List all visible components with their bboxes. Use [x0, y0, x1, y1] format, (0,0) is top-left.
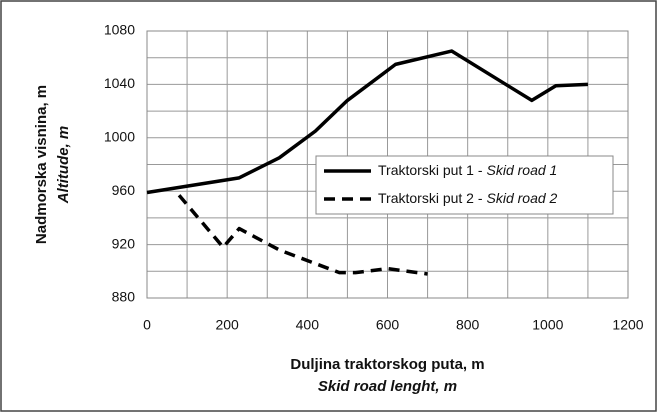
- x-tick-label: 1200: [612, 317, 643, 333]
- line-series: [146, 49, 588, 195]
- x-tick-label: 200: [215, 317, 239, 333]
- legend-name: Traktorski put 2 -: [378, 190, 483, 206]
- line-series: [177, 194, 428, 276]
- legend-name-italic: Skid road 2: [487, 190, 558, 206]
- x-tick-label: 400: [296, 317, 320, 333]
- x-axis-label: Duljina traktorskog puta, m: [290, 356, 484, 373]
- x-tick-label: 800: [456, 317, 480, 333]
- x-tick-label: 1000: [532, 317, 563, 333]
- legend-label: Traktorski put 1 - Skid road 1: [378, 162, 557, 178]
- legend-name: Traktorski put 1 -: [378, 162, 483, 178]
- legend-label: Traktorski put 2 - Skid road 2: [378, 190, 558, 206]
- x-tick-label: 0: [143, 317, 151, 333]
- y-tick-label: 880: [112, 289, 136, 305]
- legend-name-italic: Skid road 1: [487, 162, 558, 178]
- y-tick-label: 920: [112, 235, 136, 251]
- y-tick-label: 960: [112, 182, 136, 198]
- x-axis-label: Skid road lenght, m: [318, 378, 457, 395]
- y-axis-label: Altitude, m: [55, 126, 72, 205]
- plot-border: [146, 30, 629, 299]
- y-tick-label: 1000: [104, 129, 135, 145]
- x-tick-label: 600: [376, 317, 400, 333]
- y-tick-label: 1080: [104, 22, 135, 38]
- y-tick-label: 1040: [104, 75, 135, 91]
- y-axis-label: Nadmorska visnina, m: [33, 85, 50, 244]
- legend-box: [315, 155, 614, 215]
